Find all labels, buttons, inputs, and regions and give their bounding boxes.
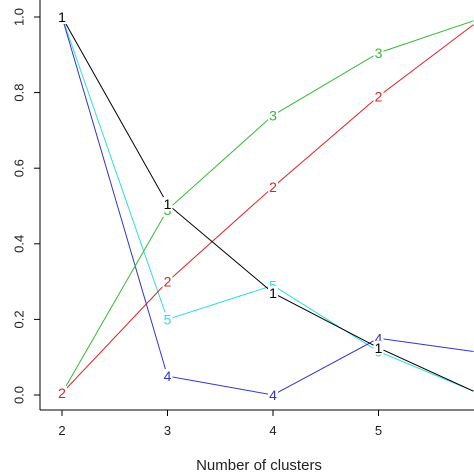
series-2-line [61, 24, 474, 394]
series-1-point-label: 1 [375, 340, 383, 356]
series-2-label-bg [57, 386, 67, 401]
series-4-line [61, 16, 474, 396]
series-5-label-bg [268, 278, 278, 293]
series-4-point-label: 4 [164, 368, 172, 384]
series-3-line [61, 20, 474, 394]
series-5-label-bg [162, 312, 173, 327]
series-1-point-label: 1 [164, 196, 172, 212]
series-1-label-bg [268, 285, 278, 300]
series-5-line [61, 16, 474, 392]
x-axis: 2 3 4 5 [58, 410, 382, 438]
series-labels: 55554444333322221111 [57, 9, 384, 403]
y-tick-label: 0.0 [11, 386, 26, 404]
series-3-point-label: 3 [269, 107, 277, 123]
series-1-line [61, 16, 474, 392]
series-2-point-label: 2 [58, 385, 66, 401]
series-lines [61, 16, 474, 396]
series-2-point-label: 2 [269, 179, 277, 195]
series-5-point-label: 5 [164, 311, 172, 327]
series-1-label-bg [57, 10, 67, 24]
y-tick-label: 1.0 [11, 8, 26, 26]
series-1-label-bg [373, 340, 384, 355]
x-tick-label: 4 [269, 423, 276, 438]
series-4-label-bg [162, 369, 173, 384]
series-2-point-label: 2 [375, 88, 383, 104]
y-tick-label: 0.4 [11, 235, 26, 253]
y-axis: 0.0 0.2 0.4 0.6 0.8 1.0 [11, 8, 40, 404]
series-3-label-bg [373, 45, 384, 60]
series-2-label-bg [268, 180, 278, 195]
plot-frame-group [39, 0, 474, 411]
series-4-label-bg [373, 331, 384, 346]
y-tick-label: 0.8 [11, 84, 26, 102]
series-2-label-bg [162, 274, 173, 289]
series-4-point-label: 4 [269, 387, 277, 403]
series-1-point-label: 1 [269, 285, 277, 301]
series-3-label-bg [268, 108, 278, 123]
series-4-point-label: 4 [375, 330, 383, 346]
series-2-label-bg [373, 89, 384, 104]
series-3-point-label: 3 [375, 45, 383, 61]
y-tick-label: 0.2 [11, 310, 26, 328]
series-2-point-label: 2 [164, 274, 172, 290]
series-4-label-bg [268, 388, 278, 402]
x-tick-label: 3 [164, 423, 171, 438]
series-1-label-bg [162, 197, 173, 212]
series-1-point-label: 1 [58, 9, 66, 25]
y-tick-label: 0.6 [11, 159, 26, 177]
x-tick-label: 5 [375, 423, 382, 438]
x-tick-label: 2 [58, 423, 65, 438]
x-axis-title: Number of clusters [196, 457, 322, 474]
series-5-point-label: 5 [269, 277, 277, 293]
